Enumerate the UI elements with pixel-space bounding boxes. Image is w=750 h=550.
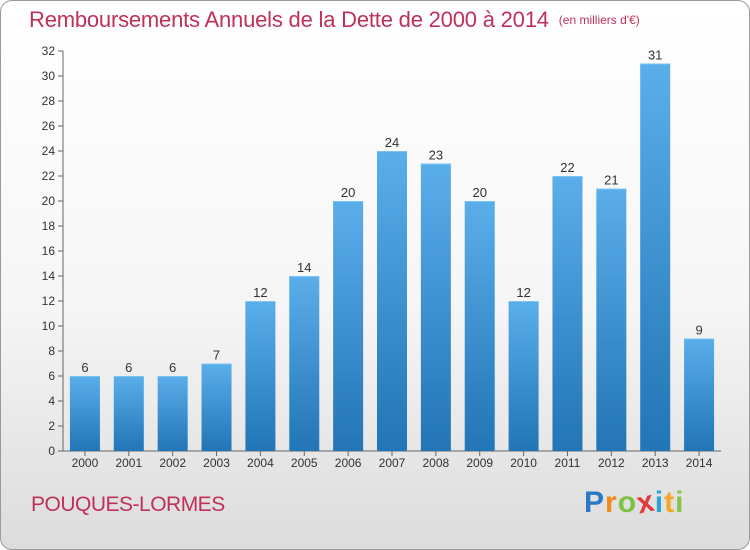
bar-2013 — [640, 63, 671, 451]
logo-letter: r — [605, 486, 618, 519]
y-tick-label: 22 — [42, 169, 56, 183]
bar-2007 — [377, 151, 407, 451]
x-tick-label-2014: 2014 — [686, 456, 713, 470]
x-tick-label-2003: 2003 — [203, 456, 230, 470]
bar-2003 — [201, 363, 232, 451]
unit-text: (en milliers d'€) — [558, 13, 640, 27]
y-tick-label: 0 — [48, 444, 55, 458]
value-label-2008: 23 — [429, 148, 443, 163]
bar-2001 — [113, 376, 144, 451]
y-tick-label: 12 — [42, 294, 56, 308]
y-tick-label: 2 — [48, 419, 55, 433]
y-tick-label: 10 — [42, 319, 56, 333]
logo-letter: t — [664, 486, 676, 519]
title-text: Remboursements Annuels de la Dette de 20… — [29, 7, 549, 32]
y-tick-label: 26 — [42, 119, 56, 133]
y-tick-label: 18 — [42, 219, 56, 233]
bar-2002 — [157, 376, 188, 451]
value-labels: 6 6 6 7 12 14 20 24 23 20 12 22 21 31 9 — [81, 48, 702, 376]
value-label-2007: 24 — [385, 135, 399, 150]
x-tick-label-2009: 2009 — [466, 456, 493, 470]
value-label-2004: 12 — [253, 285, 267, 300]
x-tick-label-2008: 2008 — [423, 456, 450, 470]
logo-letter: P — [584, 486, 606, 519]
y-tick-label: 16 — [42, 244, 56, 258]
x-tick-label-2011: 2011 — [555, 456, 581, 470]
value-label-2006: 20 — [341, 185, 355, 200]
bar-2014 — [684, 338, 715, 451]
bar-2004 — [245, 301, 276, 451]
y-tick-label: 20 — [42, 194, 56, 208]
y-tick-label: 6 — [48, 369, 55, 383]
value-label-2011: 22 — [560, 160, 574, 175]
y-tick-label: 28 — [42, 94, 56, 108]
y-tick-label: 30 — [42, 69, 56, 83]
value-label-2003: 7 — [213, 348, 220, 363]
value-label-2010: 12 — [516, 285, 530, 300]
x-tick-label-2004: 2004 — [247, 456, 274, 470]
value-label-2009: 20 — [472, 185, 486, 200]
value-label-2002: 6 — [169, 360, 176, 375]
place-name: POUQUES-LORMES — [31, 493, 225, 516]
value-label-2001: 6 — [125, 360, 132, 375]
bar-2012 — [596, 188, 627, 451]
bar-2011 — [552, 176, 583, 451]
x-tick-label-2002: 2002 — [159, 456, 186, 470]
x-tick-label-2001: 2001 — [115, 456, 142, 470]
value-label-2000: 6 — [81, 360, 88, 375]
y-tick-label: 32 — [42, 44, 56, 58]
proxiti-logo[interactable]: Proxiti — [584, 485, 685, 521]
x-tick-label-2010: 2010 — [510, 456, 537, 470]
y-tick-label: 24 — [42, 144, 56, 158]
value-label-2013: 31 — [648, 48, 662, 63]
bar-2005 — [289, 276, 320, 451]
bar-2010 — [508, 301, 539, 451]
bar-2009 — [464, 201, 495, 451]
bar-2006 — [333, 201, 364, 451]
chart-title: Remboursements Annuels de la Dette de 20… — [29, 7, 640, 33]
value-label-2005: 14 — [297, 260, 311, 275]
y-tick-label: 14 — [42, 269, 56, 283]
logo-letter: o — [617, 486, 638, 519]
bar-2008 — [420, 163, 451, 451]
logo-letter: i — [675, 486, 685, 519]
value-label-2014: 9 — [695, 323, 702, 338]
x-tick-label-2006: 2006 — [335, 456, 362, 470]
x-tick-label-2005: 2005 — [291, 456, 318, 470]
y-tick-label: 8 — [48, 344, 55, 358]
bar-2000 — [69, 376, 100, 451]
x-tick-label-2013: 2013 — [642, 456, 669, 470]
x-tick-label-2007: 2007 — [379, 456, 406, 470]
value-label-2012: 21 — [604, 173, 618, 188]
x-axis: 2000 2001 2002 2003 2004 2005 2006 2007 2008 2009… — [63, 450, 721, 470]
x-tick-label-2000: 2000 — [72, 456, 99, 470]
x-tick-label-2012: 2012 — [598, 456, 625, 470]
logo-letter: i — [654, 486, 665, 519]
y-tick-label: 4 — [48, 394, 55, 408]
bars — [69, 63, 715, 451]
